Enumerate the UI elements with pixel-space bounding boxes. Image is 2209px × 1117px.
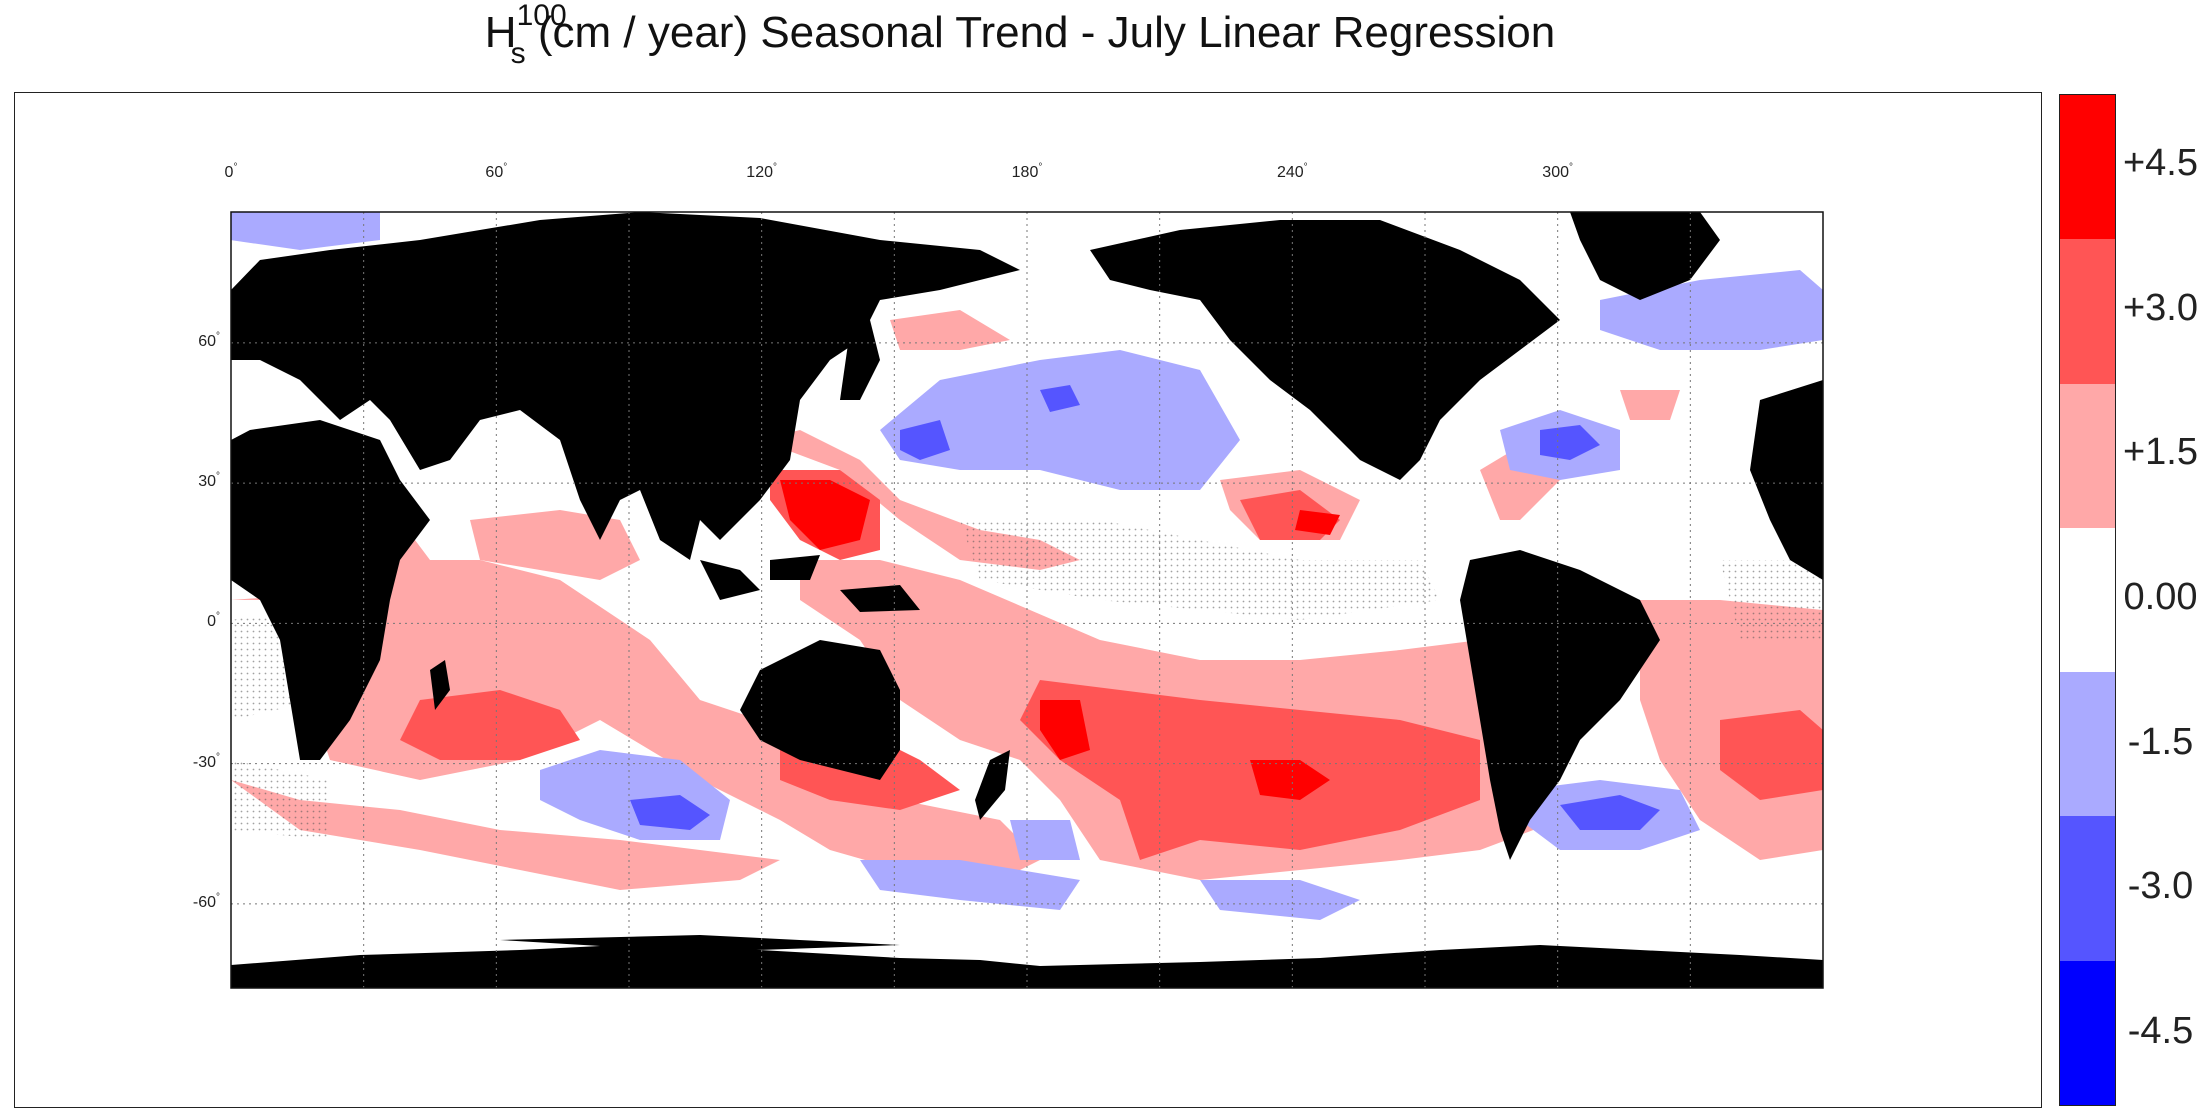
- colorbar-segment: [2060, 672, 2115, 817]
- longitude-tick-label: 60°: [485, 162, 508, 181]
- colorbar-segment: [2060, 960, 2115, 1105]
- graticule: [231, 212, 1823, 988]
- colorbar-tick-label: -4.5: [2127, 1009, 2194, 1052]
- colorbar: [2059, 94, 2116, 1106]
- latitude-tick-label: 60°: [198, 330, 220, 350]
- colorbar-segment: [2060, 239, 2115, 384]
- longitude-tick-label: 300°: [1542, 162, 1574, 181]
- title-superscript: 100: [516, 0, 567, 32]
- colorbar-tick-label: +4.5: [2122, 142, 2199, 185]
- colorbar-tick-label: -1.5: [2127, 720, 2194, 763]
- longitude-tick-label: 240°: [1276, 162, 1308, 181]
- negative-trend-medium-regions: [630, 385, 1660, 830]
- title-symbol: H: [484, 8, 517, 57]
- map-frame: [14, 92, 2042, 1108]
- colorbar-segment: [2060, 816, 2115, 961]
- colorbar-tick-label: +3.0: [2122, 286, 2199, 329]
- latitude-tick-label: 30°: [198, 471, 220, 491]
- colorbar-tick-label: 0.00: [2123, 576, 2198, 618]
- map-border: [230, 211, 1824, 989]
- latitude-tick-label: 0°: [207, 611, 220, 631]
- colorbar-tick-label: -3.0: [2127, 865, 2194, 908]
- title-subscript: s: [510, 37, 526, 70]
- longitude-tick-label: 180°: [1011, 162, 1043, 181]
- title-text: (cm / year) Seasonal Trend - July Linear…: [525, 8, 1556, 57]
- longitude-tick-label: 120°: [746, 162, 778, 181]
- chart-title: H100 s (cm / year) Seasonal Trend - July …: [0, 0, 2040, 70]
- colorbar-segment: [2060, 95, 2115, 240]
- positive-trend-strong-regions: [780, 480, 1340, 800]
- longitude-tick-label: 0°: [224, 162, 238, 181]
- colorbar-segment: [2060, 527, 2115, 673]
- latitude-tick-label: -60°: [192, 891, 220, 911]
- colorbar-tick-label: +1.5: [2122, 431, 2199, 474]
- colorbar-segment: [2060, 383, 2115, 528]
- latitude-tick-label: -30°: [192, 751, 220, 771]
- landmasses: [231, 212, 1823, 988]
